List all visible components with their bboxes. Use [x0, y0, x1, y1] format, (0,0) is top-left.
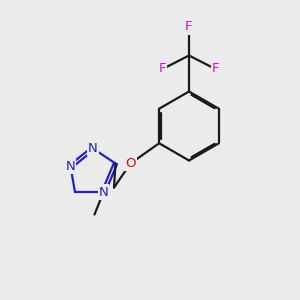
Text: N: N	[66, 160, 75, 173]
Text: O: O	[125, 157, 136, 170]
Text: N: N	[88, 142, 98, 155]
Text: F: F	[159, 62, 166, 76]
Text: N: N	[99, 185, 108, 199]
Text: F: F	[212, 62, 219, 76]
Text: F: F	[185, 20, 193, 34]
